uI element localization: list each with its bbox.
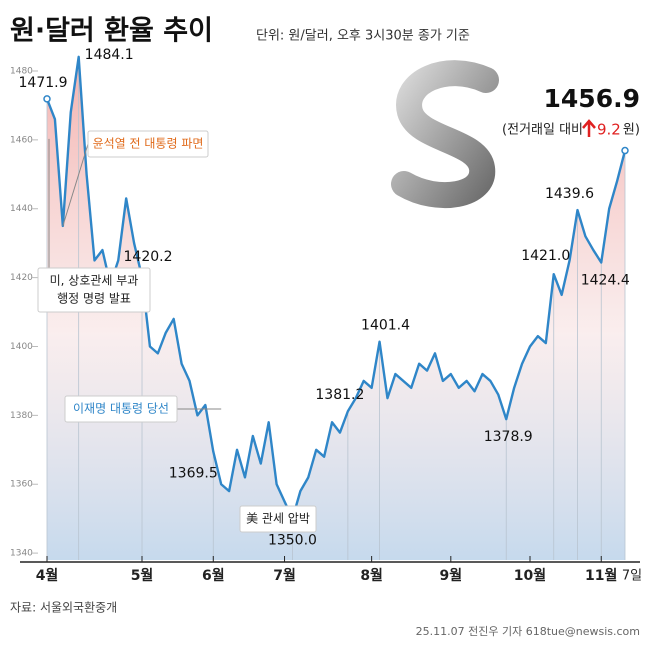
y-tick-label: 1440	[10, 204, 33, 214]
y-tick-label: 1340	[10, 549, 33, 559]
annotation-text: 美 관세 압박	[246, 512, 310, 526]
value-label: 1378.9	[484, 429, 533, 445]
x-tick-label: 5월	[131, 567, 154, 584]
x-tick-label: 4월	[36, 567, 59, 584]
connector	[62, 143, 89, 227]
annotation-box	[87, 130, 209, 158]
source: 자료: 서울외국환중개	[10, 601, 117, 615]
annotation-text: 윤석열 전 대통령 파면	[93, 137, 204, 151]
value-label: 1420.2	[124, 249, 173, 265]
value-label: 1439.6	[545, 186, 594, 202]
change-label: (전거래일 대비	[502, 123, 583, 138]
x-tick-label: 9월	[439, 567, 462, 584]
change-unit: 원)	[623, 123, 640, 138]
y-tick-label: 1460	[10, 135, 33, 145]
end-marker	[621, 146, 629, 155]
change-value: 9.2	[597, 121, 621, 139]
y-tick-label: 1380	[10, 411, 33, 421]
x-tick-label: 10월	[514, 567, 546, 584]
y-tick-label: 1480	[10, 66, 33, 76]
value-label: 1381.2	[315, 387, 364, 403]
value-label: 1424.4	[581, 272, 630, 288]
value-label: 1369.5	[169, 466, 218, 482]
headline-value: 1456.9	[544, 84, 640, 113]
up-arrow	[582, 119, 596, 137]
value-label: 1484.1	[85, 47, 134, 63]
start-marker	[43, 95, 51, 103]
x-tick-label: 6월	[202, 567, 225, 584]
x-tick-label: 7일	[622, 569, 642, 584]
annotation-text: 미, 상호관세 부과	[50, 274, 139, 288]
y-tick-label: 1420	[10, 273, 33, 283]
x-tick-label: 8월	[360, 567, 383, 584]
value-label: 1401.4	[361, 318, 410, 334]
annotation-text: 행정 명령 발표	[57, 291, 131, 306]
chart-title: 원·달러 환율 추이	[10, 16, 213, 47]
credit: 25.11.07 전진우 기자 618tue@newsis.com	[416, 625, 640, 638]
chart-subtitle: 단위: 원/달러, 오후 3시30분 종가 기준	[256, 29, 470, 44]
annotation-text: 이재명 대통령 당선	[73, 402, 169, 416]
value-label: 1350.0	[268, 533, 317, 549]
y-tick-label: 1400	[10, 342, 33, 352]
x-tick-label: 7월	[273, 567, 296, 584]
dollar-icon	[391, 60, 499, 209]
annotation-box	[64, 395, 178, 423]
x-tick-label: 11월	[585, 567, 617, 584]
annotation-box	[239, 505, 317, 533]
value-label: 1471.9	[19, 75, 68, 91]
area	[47, 56, 625, 560]
annotation-box	[37, 267, 151, 313]
y-tick-label: 1360	[10, 480, 33, 490]
value-label: 1421.0	[521, 248, 570, 264]
